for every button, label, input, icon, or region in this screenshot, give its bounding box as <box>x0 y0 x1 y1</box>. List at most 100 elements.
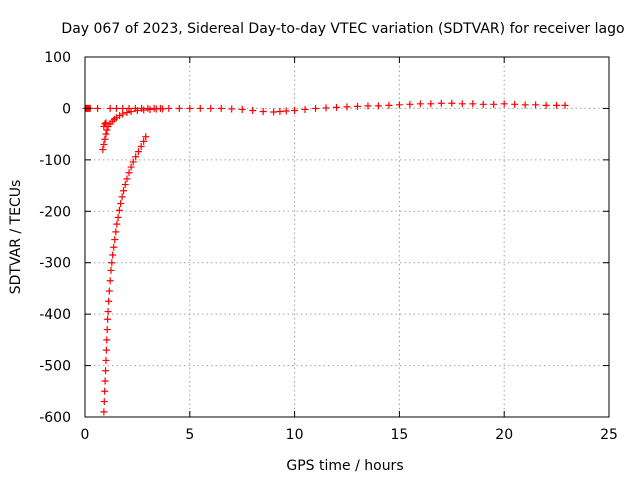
data-point <box>553 101 561 109</box>
data-point <box>521 101 529 109</box>
data-point <box>123 109 131 117</box>
y-tick-label: -200 <box>39 204 71 220</box>
data-point <box>427 100 435 108</box>
data-point <box>144 104 152 112</box>
data-point <box>150 104 158 112</box>
data-point <box>117 200 125 208</box>
data-point <box>186 104 194 112</box>
data-point <box>561 101 569 109</box>
data-point <box>134 148 142 156</box>
data-point <box>115 206 123 214</box>
data-point <box>542 101 550 109</box>
data-point <box>102 119 110 127</box>
y-tick-label: -500 <box>39 359 71 375</box>
data-point <box>282 107 290 115</box>
data-point <box>102 346 110 354</box>
data-point <box>107 266 115 274</box>
y-tick-label: -300 <box>39 256 71 272</box>
data-point <box>101 377 109 385</box>
data-point <box>109 251 117 259</box>
data-point <box>121 181 129 189</box>
data-point <box>196 104 204 112</box>
data-point <box>511 100 519 108</box>
data-point <box>228 105 236 113</box>
data-point <box>102 367 110 375</box>
data-point <box>99 146 107 154</box>
data-point <box>103 336 111 344</box>
data-point <box>112 228 120 236</box>
points-layer <box>82 99 569 416</box>
data-point <box>114 213 122 221</box>
data-point <box>175 104 183 112</box>
data-point <box>105 297 113 305</box>
x-tick-label: 10 <box>286 427 304 443</box>
data-point <box>142 133 150 141</box>
data-point <box>343 103 351 111</box>
data-point <box>101 120 109 128</box>
x-tick-label: 15 <box>390 427 408 443</box>
data-point <box>364 102 372 110</box>
data-point <box>469 100 477 108</box>
data-point <box>112 104 120 112</box>
plot-frame <box>84 56 610 418</box>
data-point <box>259 108 267 116</box>
data-point <box>101 387 109 395</box>
data-point <box>102 130 110 138</box>
chart-title: Day 067 of 2023, Sidereal Day-to-day VTE… <box>61 21 624 37</box>
data-point <box>437 99 445 107</box>
x-tick-label: 0 <box>81 427 90 443</box>
data-point <box>385 101 393 109</box>
x-tick-label: 5 <box>185 427 194 443</box>
data-point <box>416 100 424 108</box>
data-point <box>113 220 121 228</box>
data-point <box>458 100 466 108</box>
data-point <box>94 104 102 112</box>
data-point <box>131 104 139 112</box>
data-point <box>353 102 361 110</box>
data-point <box>270 108 278 116</box>
data-point <box>156 104 164 112</box>
data-point <box>116 112 124 120</box>
data-point <box>104 315 112 323</box>
data-point <box>322 104 330 112</box>
data-point <box>103 326 111 334</box>
data-point <box>374 102 382 110</box>
data-point <box>125 104 133 112</box>
data-point <box>500 100 508 108</box>
data-point <box>312 104 320 112</box>
data-point <box>291 106 299 114</box>
y-tick-label: 100 <box>44 50 71 66</box>
grid-layer <box>85 57 609 417</box>
data-point <box>479 100 487 108</box>
data-point <box>217 104 225 112</box>
x-tick-label: 25 <box>600 427 618 443</box>
data-point <box>106 104 114 112</box>
data-point <box>127 163 135 171</box>
y-axis-label: SDTVAR / TECUs <box>8 180 24 295</box>
data-point <box>102 356 110 364</box>
data-point <box>100 408 108 416</box>
data-point <box>119 104 127 112</box>
data-point <box>125 169 133 177</box>
data-point <box>490 100 498 108</box>
data-point <box>532 101 540 109</box>
data-point <box>129 158 137 166</box>
y-tick-label: -100 <box>39 153 71 169</box>
data-point <box>406 100 414 108</box>
y-tick-label: -400 <box>39 307 71 323</box>
data-point <box>132 153 140 161</box>
data-point <box>100 398 108 406</box>
data-point <box>140 137 148 145</box>
data-point <box>123 175 131 183</box>
y-tick-label: 0 <box>62 101 71 117</box>
data-point <box>120 187 128 195</box>
ticks-layer: 0 5 10 15 20 25 100 0 -100 -200 -300 -400 -500 -600 <box>39 50 618 443</box>
data-point <box>301 105 309 113</box>
data-point <box>238 105 246 113</box>
data-point <box>207 104 215 112</box>
x-axis-label: GPS time / hours <box>286 458 403 474</box>
data-point <box>108 259 116 267</box>
data-point <box>333 103 341 111</box>
data-point <box>103 126 111 134</box>
